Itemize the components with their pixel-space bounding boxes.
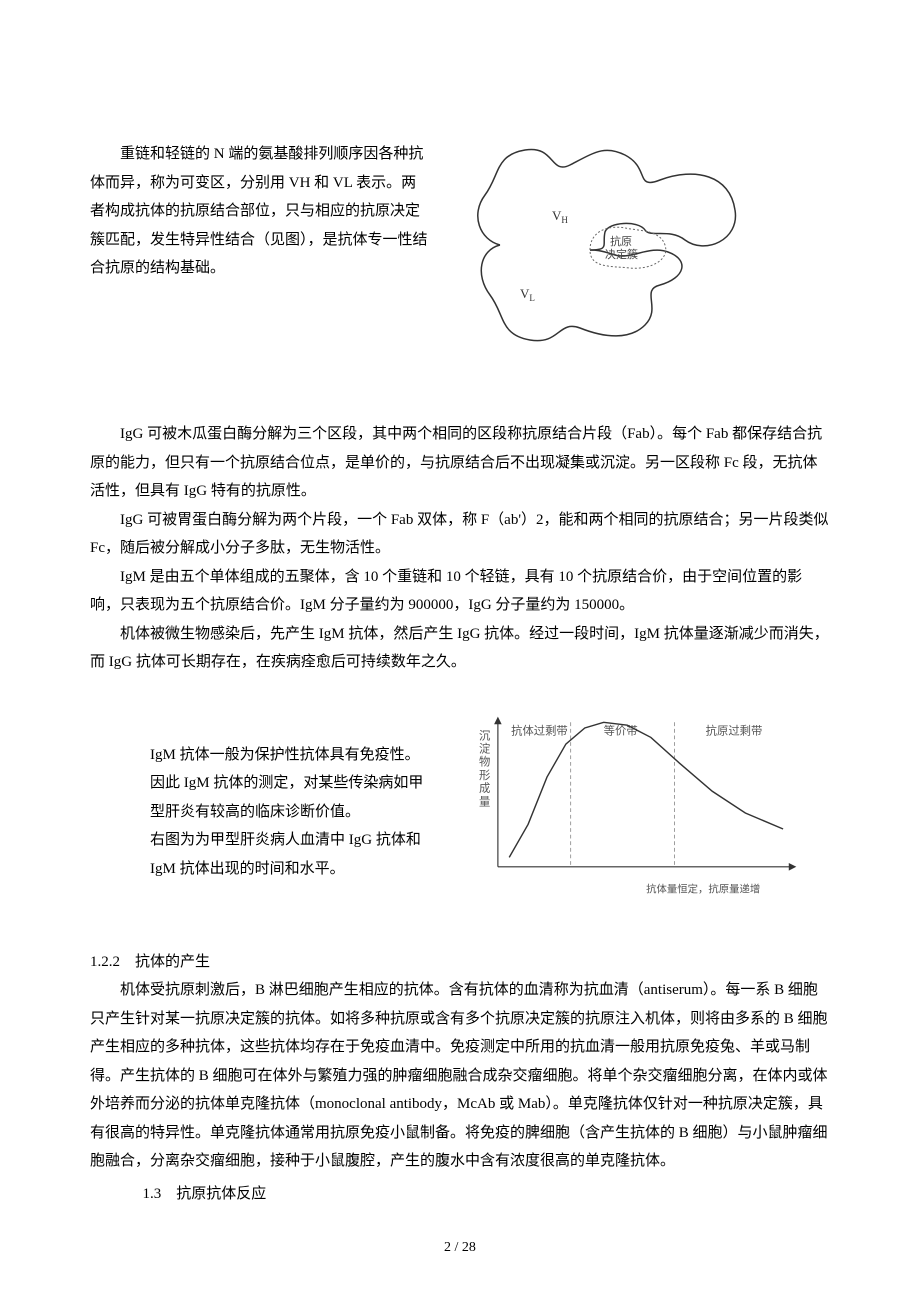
band1-label: 抗体过剩带 — [511, 723, 568, 737]
section-variable-region: 重链和轻链的 N 端的氨基酸排列顺序因各种抗体而异，称为可变区，分别用 VH 和… — [90, 140, 830, 350]
section-igm-clinical: IgM 抗体一般为保护性抗体具有免疫性。 因此 IgM 抗体的测定，对某些传染病… — [90, 705, 830, 920]
s2-l1: IgM 抗体一般为保护性抗体具有免疫性。 — [150, 741, 450, 770]
page-number: 2 / 28 — [0, 1235, 920, 1262]
para-antibody-production: 机体受抗原刺激后，B 淋巴细胞产生相应的抗体。含有抗体的血清称为抗血清（anti… — [90, 976, 830, 1176]
vh-blob — [478, 149, 736, 250]
main-paragraphs: IgG 可被木瓜蛋白酶分解为三个区段，其中两个相同的区段称抗原结合片段（Fab）… — [90, 420, 830, 677]
heading-1-2-2: 1.2.2 抗体的产生 — [90, 948, 830, 977]
s2-l5: IgM 抗体出现的时间和水平。 — [150, 855, 450, 884]
para-igg-pepsin: IgG 可被胃蛋白酶分解为两个片段，一个 Fab 双体，称 F（ab'）2，能和… — [90, 506, 830, 563]
s2-l2: 因此 IgM 抗体的测定，对某些传染病如甲 — [150, 769, 450, 798]
y-axis-label: 沉 淀 物 形 成 量 — [479, 729, 493, 808]
section2-text: IgM 抗体一般为保护性抗体具有免疫性。 因此 IgM 抗体的测定，对某些传染病… — [90, 741, 450, 884]
y-axis-arrow — [494, 716, 502, 724]
antigen-diagram: VH VL 抗原 决定簇 — [450, 140, 760, 350]
x-caption: 抗体量恒定，抗原量递增 — [646, 882, 760, 895]
heading-1-3: 1.3 抗原抗体反应 — [90, 1180, 830, 1209]
para-igg-papain: IgG 可被木瓜蛋白酶分解为三个区段，其中两个相同的区段称抗原结合片段（Fab）… — [90, 420, 830, 506]
band2-label: 等价带 — [604, 723, 638, 737]
para-infection: 机体被微生物感染后，先产生 IgM 抗体，然后产生 IgG 抗体。经过一段时间，… — [90, 620, 830, 677]
vl-label: VL — [520, 286, 535, 303]
x-axis-arrow — [789, 863, 797, 871]
vl-blob — [481, 245, 682, 341]
precipitation-curve — [509, 722, 783, 857]
antigen-label-2: 决定簇 — [605, 247, 638, 261]
band3-label: 抗原过剩带 — [706, 723, 763, 737]
s2-l3: 型肝炎有较高的临床诊断价值。 — [150, 798, 450, 827]
para-igm-pentamer: IgM 是由五个单体组成的五聚体，含 10 个重链和 10 个轻链，具有 10 … — [90, 563, 830, 620]
antigen-label-1: 抗原 — [610, 234, 632, 248]
vh-label: VH — [552, 208, 568, 225]
para-variable-region: 重链和轻链的 N 端的氨基酸排列顺序因各种抗体而异，称为可变区，分别用 VH 和… — [90, 140, 430, 283]
precipitation-chart: 沉 淀 物 形 成 量 抗体过剩带 等价带 抗原过剩带 抗体量恒定，抗原量递增 — [462, 705, 802, 920]
s2-l4: 右图为为甲型肝炎病人血清中 IgG 抗体和 — [150, 826, 450, 855]
section1-text: 重链和轻链的 N 端的氨基酸排列顺序因各种抗体而异，称为可变区，分别用 VH 和… — [90, 140, 430, 350]
